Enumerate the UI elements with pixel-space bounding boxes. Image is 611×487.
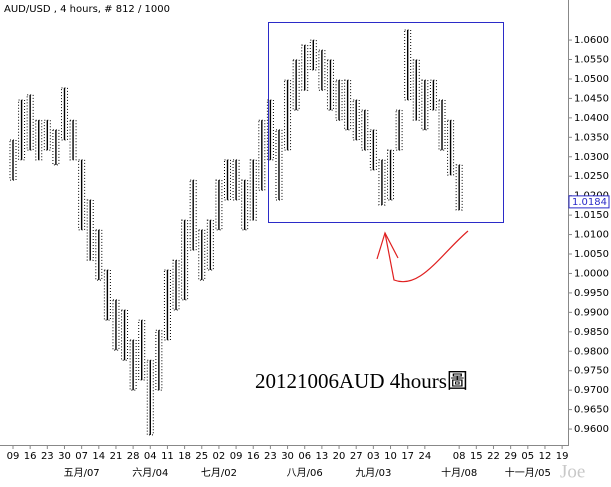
x-tick-label: 14 xyxy=(92,451,105,462)
y-tick-label: 0.9850 xyxy=(574,327,609,338)
y-tick-label: 1.0350 xyxy=(574,132,609,143)
month-label: 十一月/05 xyxy=(505,466,551,479)
x-tick-label: 30 xyxy=(58,451,71,462)
x-tick-label: 13 xyxy=(316,451,329,462)
x-tick-label: 16 xyxy=(24,451,37,462)
x-tick-label: 23 xyxy=(41,451,54,462)
y-tick-label: 1.0550 xyxy=(574,55,609,66)
y-tick-label: 1.0150 xyxy=(574,210,609,221)
x-tick-label: 08 xyxy=(453,451,466,462)
y-tick-label: 0.9800 xyxy=(574,346,609,357)
x-tick-label: 17 xyxy=(401,451,414,462)
x-tick-label: 04 xyxy=(144,451,157,462)
chart-title: AUD/USD , 4 hours, # 812 / 1000 xyxy=(4,4,170,15)
x-tick-label: 11 xyxy=(161,451,174,462)
x-tick-label: 16 xyxy=(247,451,260,462)
y-tick-label: 0.9700 xyxy=(574,385,609,396)
x-tick-label: 18 xyxy=(178,451,191,462)
annotation: 20121006AUD 4hours圖 xyxy=(255,369,468,393)
month-label: 五月/07 xyxy=(64,467,100,479)
x-tick-label: 23 xyxy=(264,451,277,462)
month-label: 九月/03 xyxy=(355,467,391,479)
y-tick-label: 1.0050 xyxy=(574,249,609,260)
x-tick-label: 09 xyxy=(7,451,20,462)
y-tick-label: 1.0500 xyxy=(574,74,609,85)
x-tick-label: 05 xyxy=(521,451,534,462)
y-tick-label: 1.0450 xyxy=(574,93,609,104)
y-tick-label: 1.0300 xyxy=(574,152,609,163)
watermark: Joe xyxy=(560,461,585,482)
last-price-label: 1.0184 xyxy=(572,197,607,208)
x-tick-label: 07 xyxy=(75,451,88,462)
x-tick-label: 12 xyxy=(539,451,552,462)
y-tick-label: 1.0000 xyxy=(574,268,609,279)
arrow-line xyxy=(384,230,469,283)
y-tick-label: 1.0600 xyxy=(574,35,609,46)
y-tick-label: 0.9900 xyxy=(574,307,609,318)
y-tick-label: 1.0250 xyxy=(574,171,609,182)
price-bars xyxy=(9,29,463,436)
x-tick-label: 10 xyxy=(384,451,397,462)
month-label: 六月/04 xyxy=(132,467,168,479)
highlight-box xyxy=(268,22,504,223)
y-tick-label: 1.0100 xyxy=(574,230,609,241)
x-tick-label: 19 xyxy=(556,451,569,462)
x-tick-label: 30 xyxy=(281,451,294,462)
y-tick-label: 0.9950 xyxy=(574,288,609,299)
x-tick-label: 27 xyxy=(350,451,363,462)
month-label: 七月/02 xyxy=(201,467,237,479)
x-tick-label: 24 xyxy=(418,451,431,462)
last-price-box xyxy=(568,195,610,209)
month-label: 八月/06 xyxy=(287,467,323,479)
arrow-head xyxy=(376,231,399,260)
y-tick-label: 1.0400 xyxy=(574,113,609,124)
x-tick-label: 29 xyxy=(504,451,517,462)
x-tick-label: 15 xyxy=(470,451,483,462)
x-tick-label: 28 xyxy=(127,451,140,462)
red-arrow xyxy=(376,230,469,283)
y-tick-label: 0.9600 xyxy=(574,424,609,435)
x-tick-label: 06 xyxy=(298,451,311,462)
x-tick-label: 22 xyxy=(487,451,500,462)
y-tick-label: 0.9650 xyxy=(574,405,609,416)
x-tick-label: 21 xyxy=(110,451,123,462)
x-tick-label: 02 xyxy=(213,451,226,462)
x-tick-label: 20 xyxy=(333,451,346,462)
x-tick-label: 09 xyxy=(230,451,243,462)
x-tick-label: 25 xyxy=(195,451,208,462)
y-tick-label: 0.9750 xyxy=(574,366,609,377)
month-label: 十月/08 xyxy=(441,466,477,479)
x-tick-label: 03 xyxy=(367,451,380,462)
